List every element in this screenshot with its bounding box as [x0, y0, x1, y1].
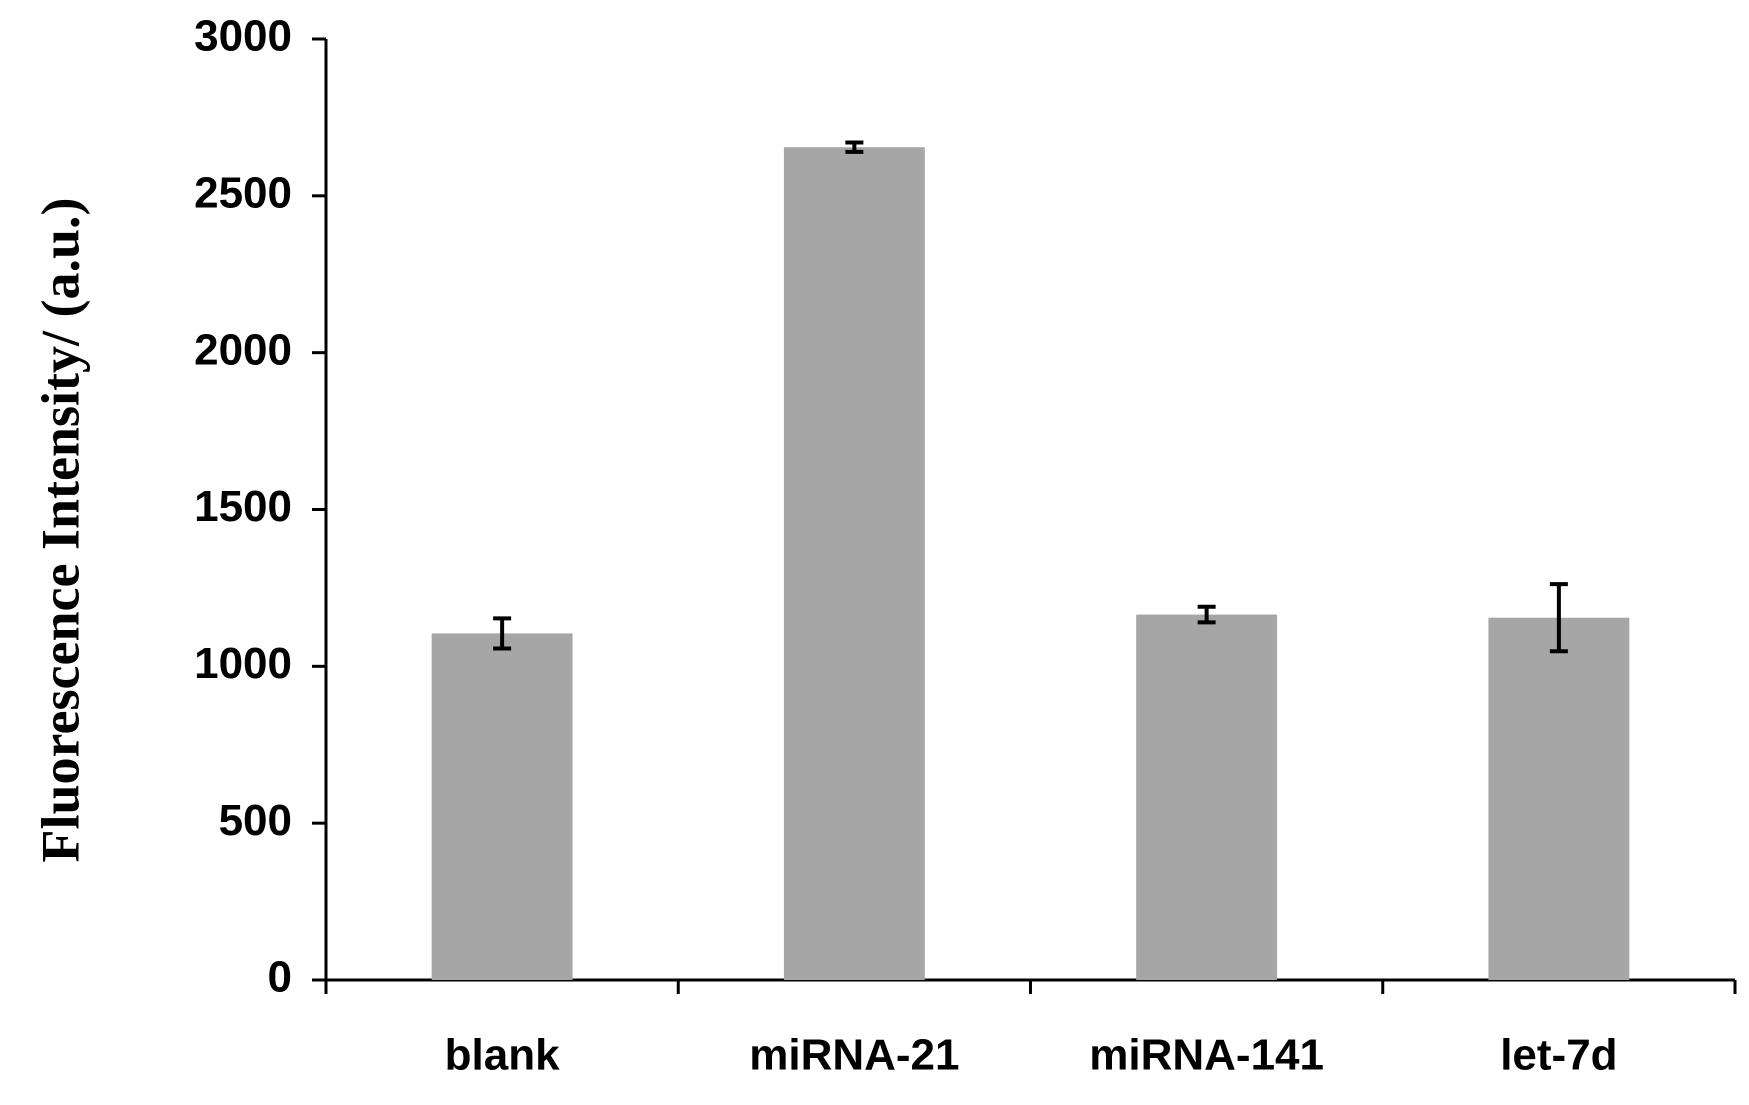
y-tick-label: 1500: [194, 482, 292, 531]
y-tick-label: 500: [219, 796, 292, 845]
bar: [431, 633, 573, 980]
error-bar: [845, 140, 864, 154]
y-tick-label: 2000: [194, 325, 292, 374]
x-tick-label: let-7d: [1500, 1031, 1617, 1080]
error-bar: [1549, 582, 1568, 654]
x-tick-label: miRNA-21: [749, 1031, 959, 1080]
bar: [1136, 614, 1278, 980]
x-tick-label: blank: [445, 1031, 560, 1080]
y-tick-label: 0: [268, 953, 292, 1002]
error-bar: [1197, 604, 1216, 625]
bar: [783, 147, 925, 981]
y-axis-title: Fluorescence Intensity/ (a.u.): [30, 198, 90, 863]
y-tick-label: 1000: [194, 639, 292, 688]
bar: [1488, 617, 1630, 980]
y-tick-label: 3000: [194, 12, 292, 61]
x-tick-label: miRNA-141: [1089, 1031, 1324, 1080]
y-tick-label: 2500: [194, 168, 292, 217]
error-bar: [493, 616, 512, 651]
